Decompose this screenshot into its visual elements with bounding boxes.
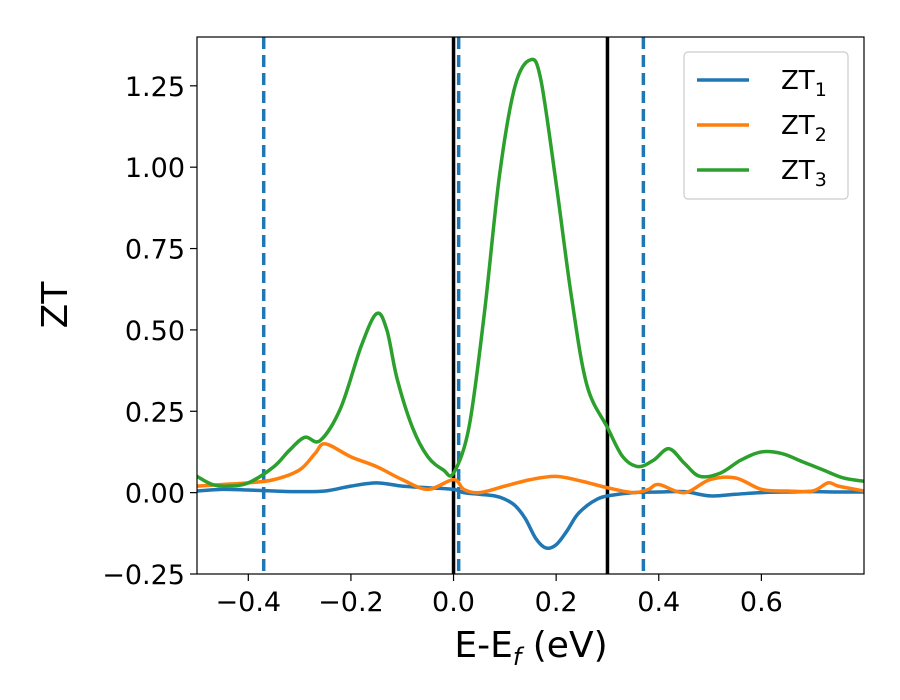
reference-lines [261, 37, 646, 574]
series-line-zt3 [197, 57, 864, 488]
y-tick-label: 1.25 [125, 72, 185, 103]
x-axis-label: E-Ef (eV) [454, 625, 607, 671]
y-tick-label: 1.00 [125, 153, 185, 184]
y-tick-label: 0.50 [125, 316, 185, 347]
series-lines [197, 57, 864, 551]
y-tick-label: 0.00 [125, 479, 185, 510]
x-tick-label: −0.4 [216, 587, 282, 618]
legend-label-zt1: ZT1 [781, 66, 827, 101]
y-axis-label: ZT [35, 281, 76, 329]
legend-label-zt2: ZT2 [781, 111, 827, 146]
x-tick-label: 0.0 [432, 587, 475, 618]
x-tick-label: 0.2 [535, 587, 578, 618]
series-line-zt1 [197, 481, 864, 551]
x-axis-label-unit: (eV) [521, 625, 607, 666]
x-axis-ticks: −0.4 −0.2 0.0 0.2 0.4 0.6 [216, 574, 783, 618]
x-tick-label: 0.6 [740, 587, 783, 618]
y-axis-ticks: −0.25 0.00 0.25 0.50 0.75 1.00 1.25 [102, 72, 197, 591]
legend-items: ZT1 ZT2 ZT3 [697, 66, 827, 191]
series-line-zt2 [197, 442, 864, 495]
x-tick-label: 0.4 [637, 587, 680, 618]
y-tick-label: 0.75 [125, 235, 185, 266]
y-tick-label: −0.25 [102, 560, 185, 591]
legend: ZT1 ZT2 ZT3 [683, 51, 849, 200]
plot-frame [196, 36, 865, 575]
legend-box [683, 51, 849, 200]
x-axis-label-main: E-E [454, 625, 512, 666]
x-tick-label: −0.2 [318, 587, 384, 618]
y-tick-label: 0.25 [125, 397, 185, 428]
legend-label-zt3: ZT3 [781, 156, 827, 191]
